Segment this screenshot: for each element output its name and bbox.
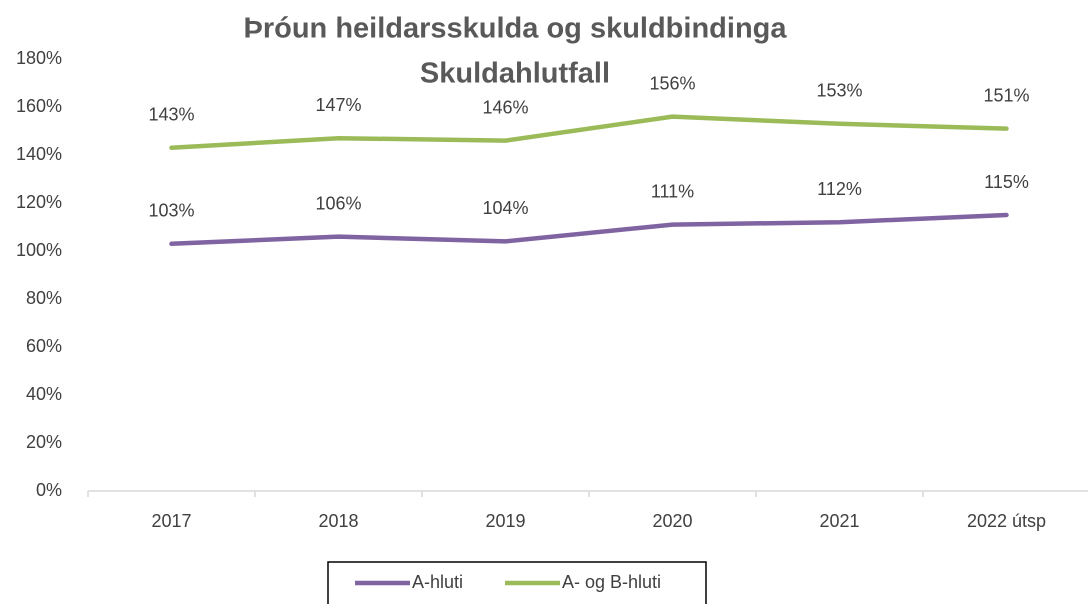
- data-label: 156%: [649, 73, 695, 93]
- x-tick-label: 2020: [652, 511, 692, 531]
- x-tick-label: 2021: [819, 511, 859, 531]
- data-label: 147%: [315, 95, 361, 115]
- data-label: 153%: [816, 81, 862, 101]
- series-line: [169, 114, 1009, 151]
- x-tick-label: 2018: [318, 511, 358, 531]
- y-tick-label: 80%: [26, 288, 62, 308]
- data-label: 151%: [983, 85, 1029, 105]
- y-tick-label: 120%: [16, 192, 62, 212]
- x-tick-label: 2019: [485, 511, 525, 531]
- data-label: 146%: [482, 97, 528, 117]
- y-tick-label: 180%: [16, 48, 62, 68]
- y-tick-label: 20%: [26, 432, 62, 452]
- data-label: 115%: [984, 172, 1029, 192]
- y-tick-label: 140%: [16, 144, 62, 164]
- legend-label: A- og B-hluti: [562, 572, 661, 592]
- chart-subtitle: Skuldahlutfall: [420, 58, 610, 90]
- data-label: 104%: [482, 198, 528, 218]
- y-tick-label: 0%: [36, 480, 62, 500]
- series-line: [169, 212, 1009, 247]
- data-label: 112%: [817, 179, 862, 199]
- y-tick-label: 60%: [26, 336, 62, 356]
- data-label: 111%: [651, 181, 694, 201]
- x-tick-label: 2022 útsp: [967, 511, 1046, 531]
- y-tick-label: 40%: [26, 384, 62, 404]
- x-tick-label: 2017: [151, 511, 191, 531]
- chart-title: Þróun heildarsskulda og skuldbindinga: [243, 13, 787, 45]
- data-label: 106%: [315, 193, 361, 213]
- data-label: 103%: [148, 201, 194, 221]
- y-tick-label: 160%: [16, 96, 62, 116]
- y-tick-label: 100%: [16, 240, 62, 260]
- data-label: 143%: [148, 105, 194, 125]
- legend-label: A-hluti: [412, 572, 463, 592]
